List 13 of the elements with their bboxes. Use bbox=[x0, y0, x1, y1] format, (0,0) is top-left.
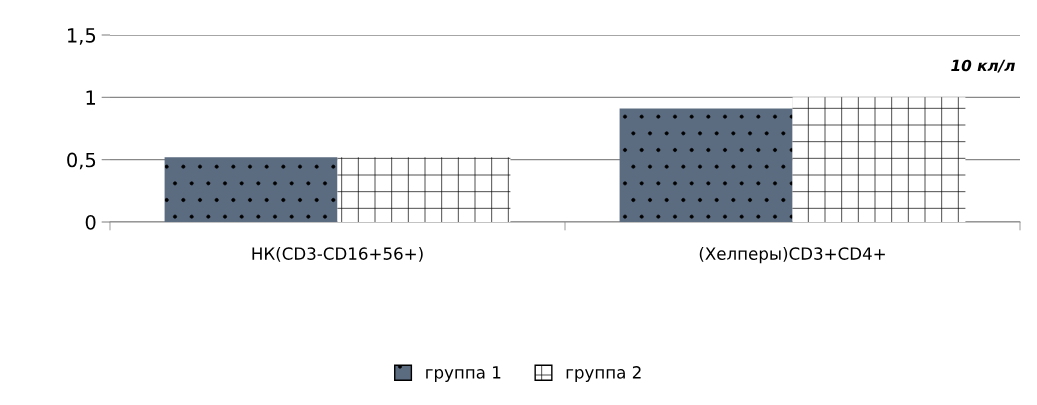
bar bbox=[164, 157, 338, 222]
annotation: 10 кл/л bbox=[951, 59, 1015, 73]
y-tick-label: 1,5 bbox=[68, 28, 96, 45]
bar bbox=[792, 97, 966, 222]
bar bbox=[619, 108, 793, 222]
bar bbox=[337, 157, 511, 222]
x-tick-label: (Хелперы)CD3+CD4+ bbox=[699, 247, 885, 264]
y-tick-label: 0,5 bbox=[67, 152, 96, 170]
y-tick-label: 1 bbox=[86, 90, 96, 105]
x-tick-label: НК(CD3-CD16+56+) bbox=[252, 247, 423, 262]
y-tick-label: 0 bbox=[85, 214, 96, 230]
legend-label: группа 2 bbox=[566, 366, 641, 382]
legend-label: группа 1 bbox=[426, 366, 501, 382]
